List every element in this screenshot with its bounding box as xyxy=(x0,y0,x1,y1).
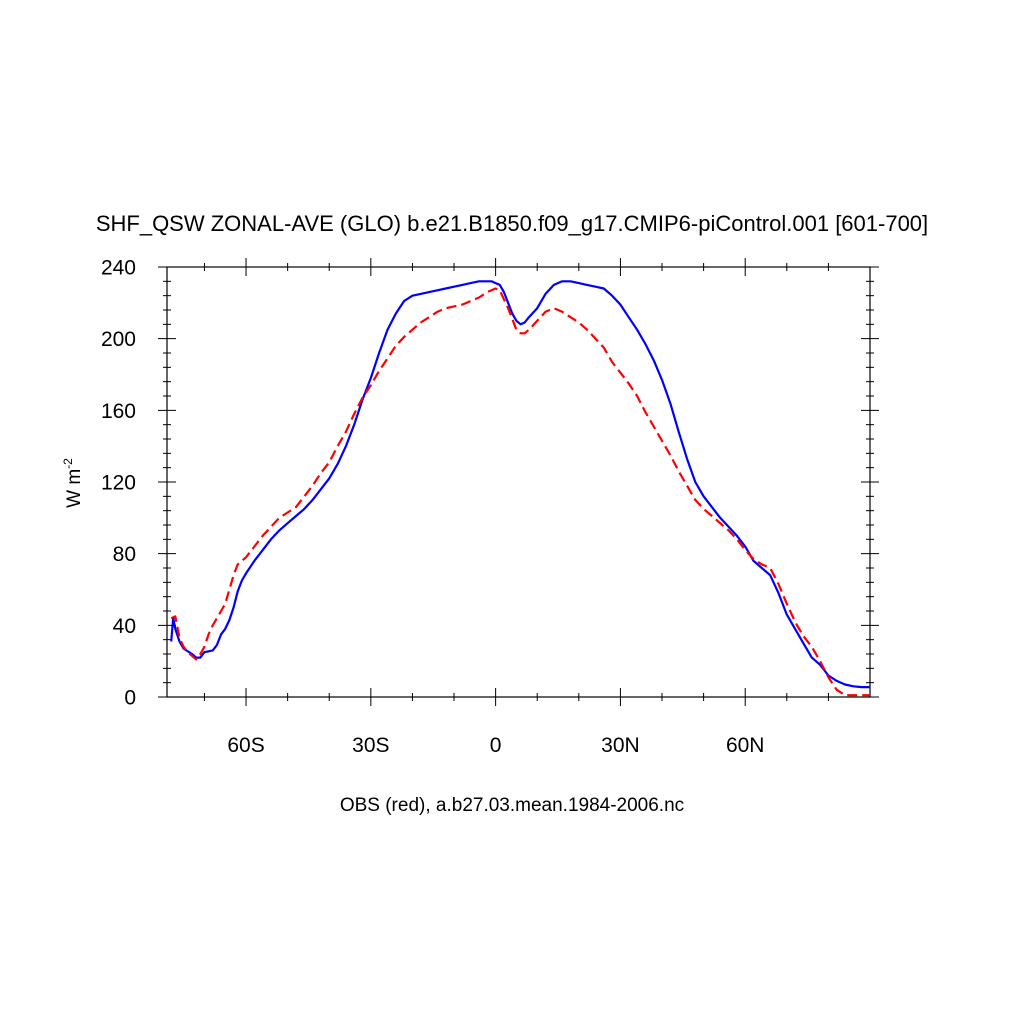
model-series-line xyxy=(170,280,870,689)
obs-series-line xyxy=(170,287,870,697)
y-axis-label: W m-2 xyxy=(61,458,85,508)
y-axis: 0 40 80 120 160 200 240 xyxy=(101,257,879,710)
x-tick-label: 60N xyxy=(726,734,765,757)
x-axis-label: OBS (red), a.b27.03.mean.1984-2006.nc xyxy=(340,795,684,816)
x-axis: 60S 30S 0 30N 60N xyxy=(227,258,764,757)
y-tick-label: 0 xyxy=(124,687,136,710)
y-tick-label: 80 xyxy=(113,543,136,566)
y-tick-label: 120 xyxy=(101,472,136,495)
x-tick-label: 60S xyxy=(227,734,264,757)
chart-title: SHF_QSW ZONAL-AVE (GLO) b.e21.B1850.f09_… xyxy=(96,211,928,236)
y-tick-label: 200 xyxy=(101,328,136,351)
y-axis-label-superscript: -2 xyxy=(61,458,75,469)
x-tick-label: 0 xyxy=(490,734,502,757)
minor-ticks xyxy=(163,263,874,701)
y-axis-label-main: W m xyxy=(64,469,85,508)
x-tick-label: 30N xyxy=(601,734,640,757)
y-tick-label: 160 xyxy=(101,400,136,423)
x-tick-label: 30S xyxy=(352,734,389,757)
series-layer xyxy=(170,280,870,697)
y-tick-label: 240 xyxy=(101,257,136,280)
y-tick-label: 40 xyxy=(113,615,136,638)
